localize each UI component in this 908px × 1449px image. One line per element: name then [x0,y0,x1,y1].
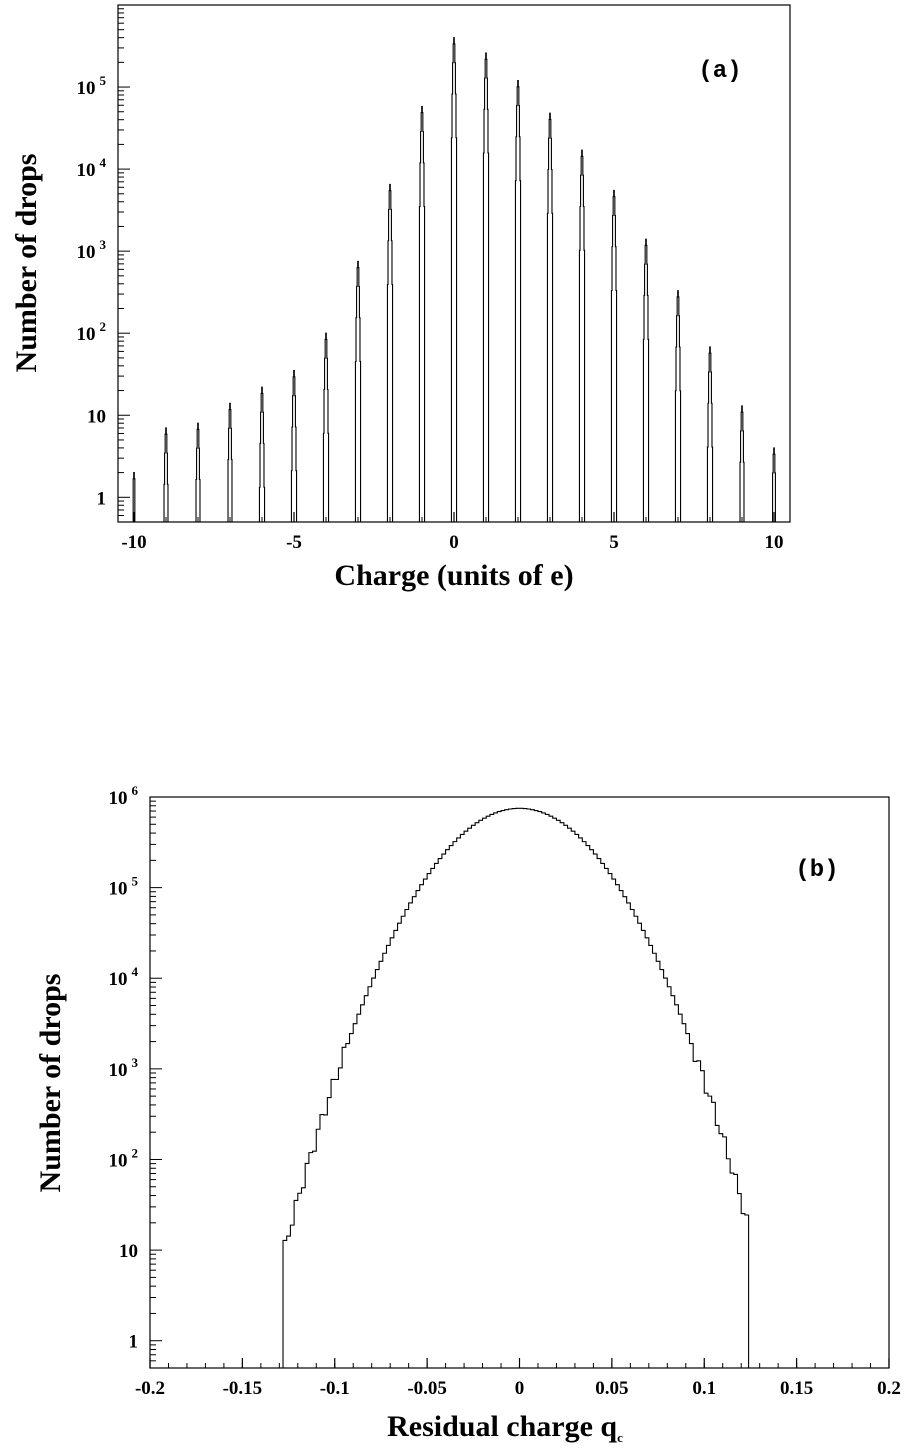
y-tick-exponent: 5 [132,874,139,889]
charge-peak [546,112,554,522]
y-tick-base: 10 [109,879,128,900]
y-tick-base: 10 [77,78,96,99]
chart-panel-a: -10 -5 0 5 10 1 10 10 2 10 3 10 4 10 5 Charge (units … [10,4,791,592]
y-ticks-a: 1 10 10 2 10 3 10 4 10 5 [77,4,130,523]
y-tick-label: 10 6 [109,783,139,809]
y-tick-label: 10 [87,406,106,427]
y-ticks-b: 1 10 10 2 10 3 10 4 10 5 10 6 [109,783,162,1369]
charge-peak [163,427,169,523]
y-tick-exponent: 6 [132,783,139,798]
y-tick-base: 10 [87,406,106,427]
y-tick-exponent: 2 [132,1145,139,1160]
x-ticks-a: -10 -5 0 5 10 [121,512,784,553]
x-tick-label: 0.15 [780,1378,813,1399]
x-axis-label-b-subscript: c [617,1430,623,1445]
y-tick-label: 10 4 [109,964,139,990]
y-tick-label: 10 5 [77,73,107,99]
chart-panel-b: -0.2 -0.15 -0.1 -0.05 0 0.05 0.1 0.15 0.2 1 10 10 2… [34,783,901,1445]
y-tick-base: 10 [109,1150,128,1171]
charge-peak [131,472,137,523]
charge-peak [195,422,201,523]
y-tick-label: 10 2 [77,319,107,345]
charge-peak [322,332,330,522]
y-tick-base: 10 [109,788,128,809]
y-tick-label: 10 3 [109,1055,139,1081]
y-tick-exponent: 2 [100,319,107,334]
charge-peak [386,183,394,522]
x-tick-label: 10 [765,532,784,553]
x-tick-label: 0 [449,532,459,553]
y-tick-label: 1 [129,1332,139,1353]
x-tick-label: -5 [286,532,302,553]
charge-peak [227,402,233,523]
y-tick-label: 10 5 [109,874,139,900]
charge-peak [258,386,266,522]
y-tick-base: 10 [77,160,96,181]
y-tick-label: 1 [97,488,107,509]
y-tick-base: 1 [97,488,107,509]
plot-frame-a [117,4,791,523]
y-axis-label-a: Number of drops [10,154,43,373]
charge-peak [418,105,426,522]
x-tick-label: 0 [515,1378,525,1399]
histogram-bars-a [131,37,777,523]
y-tick-base: 10 [77,324,96,345]
charge-peak [610,189,618,522]
y-tick-exponent: 4 [100,155,107,170]
x-tick-label: -0.2 [135,1378,165,1399]
charge-peak [706,346,714,522]
x-tick-label: -0.15 [223,1378,263,1399]
y-tick-exponent: 4 [132,964,139,979]
y-tick-exponent: 5 [100,73,107,88]
x-tick-label: -0.05 [407,1378,447,1399]
x-tick-label: 0.05 [595,1378,628,1399]
charge-peak [290,370,298,522]
y-tick-exponent: 3 [100,237,107,252]
y-tick-base: 1 [129,1332,139,1353]
histogram-line-b [282,807,750,1368]
y-tick-base: 10 [109,969,128,990]
panel-label-b: (b) [795,857,838,884]
x-ticks-b: -0.2 -0.15 -0.1 -0.05 0 0.05 0.1 0.15 0.2 [135,1358,901,1399]
charge-peak [482,52,490,522]
y-tick-label: 10 2 [109,1145,139,1171]
charge-peak [771,447,777,523]
y-tick-base: 10 [119,1241,138,1262]
charge-peak [578,149,586,522]
x-tick-label: 0.1 [692,1378,716,1399]
y-tick-base: 10 [77,242,96,263]
x-tick-label: -0.1 [320,1378,350,1399]
charge-peak [514,80,522,522]
y-tick-label: 10 3 [77,237,107,263]
y-axis-label-b: Number of drops [34,974,67,1193]
plot-frame-b [149,796,890,1369]
charge-peak [642,238,650,522]
x-axis-label-b: Residual charge qc [387,1410,623,1445]
y-tick-label: 10 [119,1241,138,1262]
x-axis-label-a: Charge (units of e) [334,559,573,592]
x-axis-label-b-main: Residual charge q [387,1410,617,1443]
y-tick-base: 10 [109,1060,128,1081]
x-tick-label: -10 [121,532,146,553]
y-tick-label: 10 4 [77,155,107,181]
charge-peak [354,260,362,522]
y-tick-exponent: 3 [132,1055,139,1070]
charge-peak [674,290,682,522]
charge-peak [450,37,458,522]
x-tick-label: 5 [609,532,619,553]
panel-label-a: (a) [698,58,741,85]
x-tick-label: 0.2 [877,1378,901,1399]
charge-peak [739,405,745,523]
